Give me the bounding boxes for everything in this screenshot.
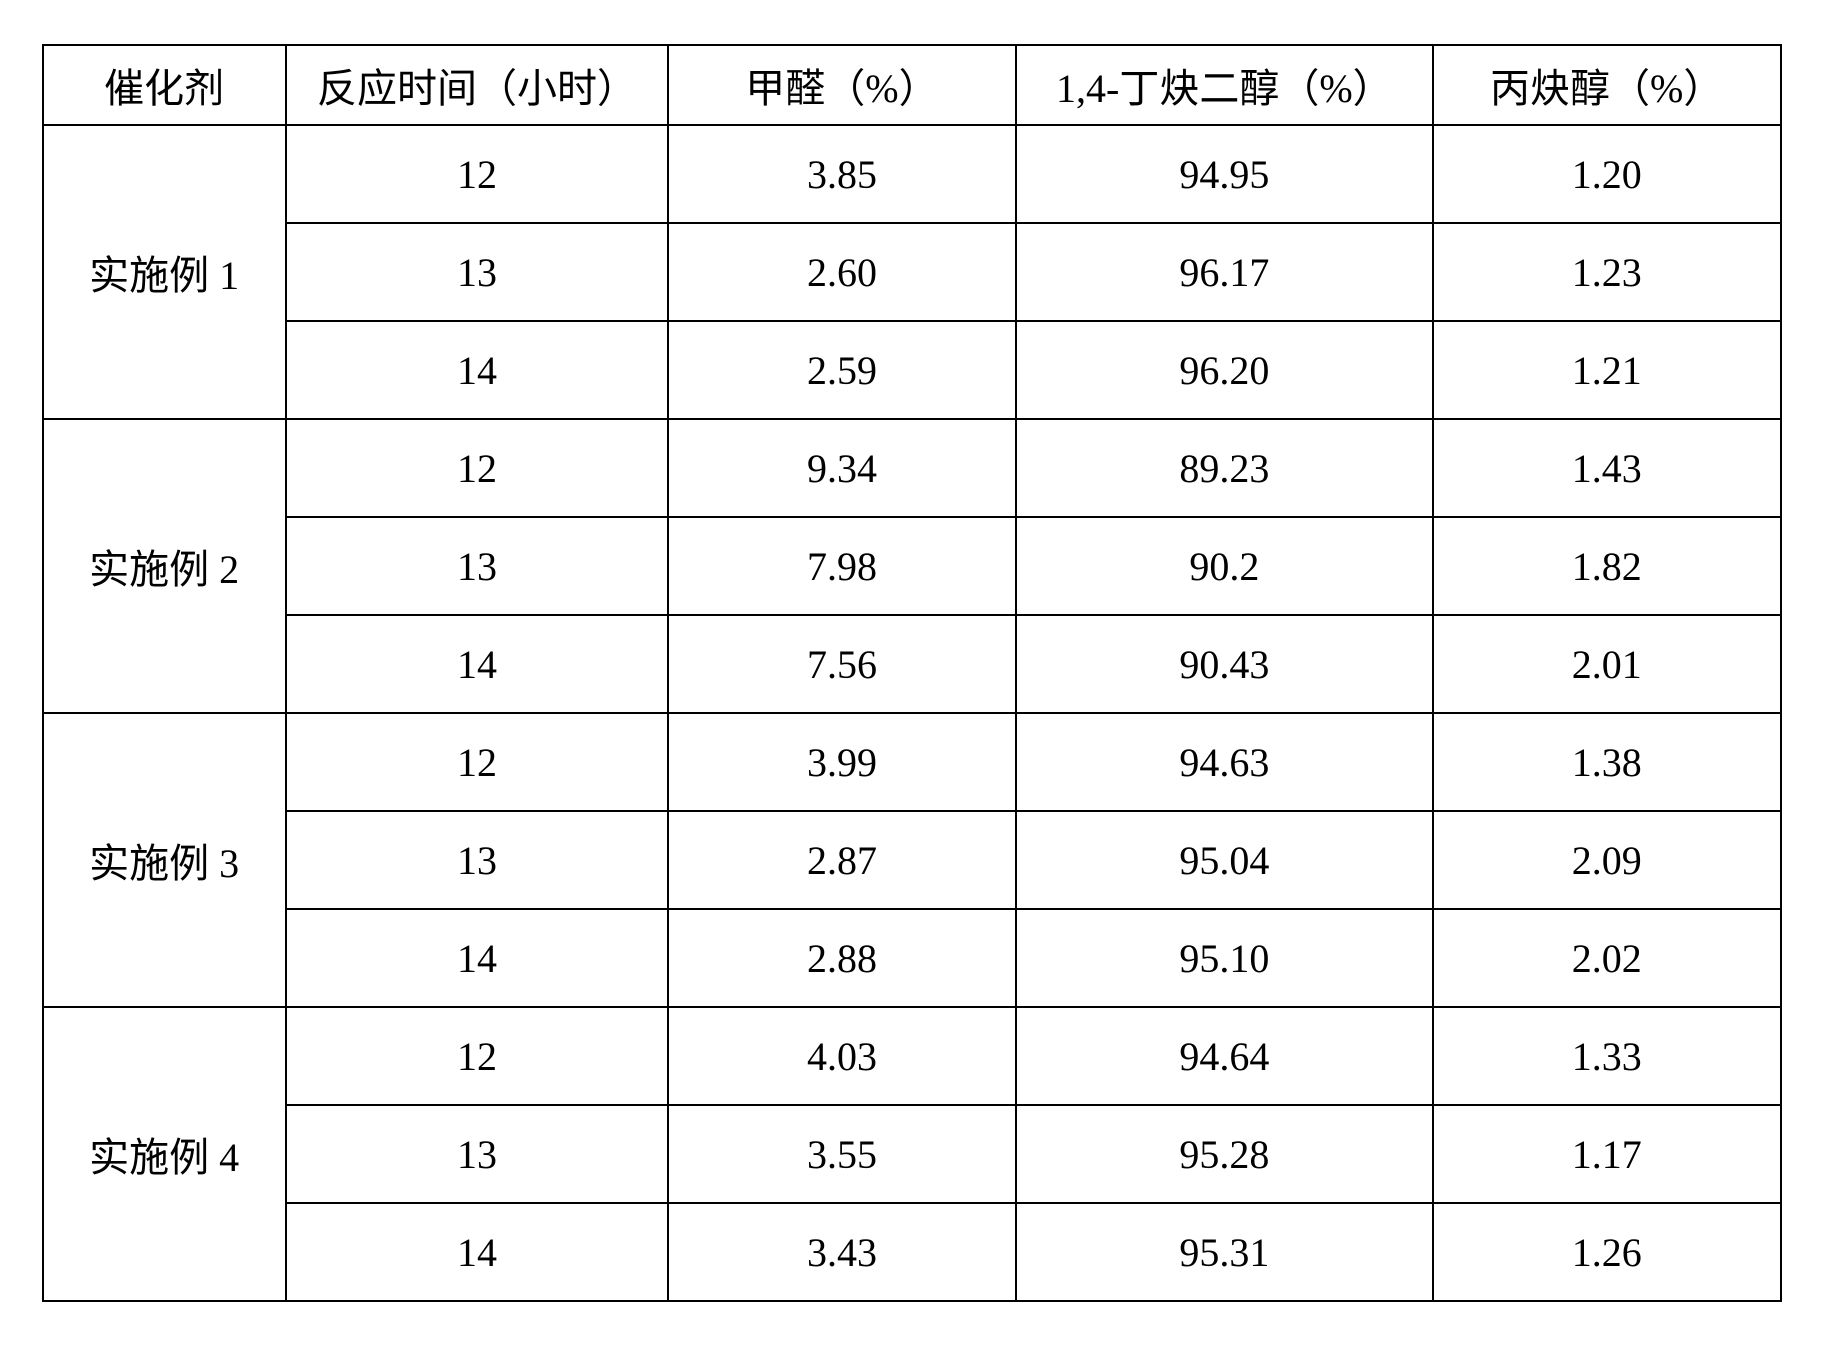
cell-time: 13 [286,517,668,615]
catalyst-results-table: 催化剂 反应时间（小时） 甲醛（%） 1,4-丁炔二醇（%） 丙炔醇（%） 实施… [42,44,1782,1302]
table-row: 13 2.60 96.17 1.23 [43,223,1781,321]
group-label-cell: 实施例 4 [43,1007,286,1301]
cell-bdo: 90.2 [1016,517,1433,615]
cell-time: 12 [286,713,668,811]
cell-bdo: 94.64 [1016,1007,1433,1105]
cell-time: 13 [286,223,668,321]
cell-bdo: 96.20 [1016,321,1433,419]
table-row: 14 7.56 90.43 2.01 [43,615,1781,713]
cell-hcho: 7.56 [668,615,1016,713]
cell-time: 13 [286,1105,668,1203]
col-header-formaldehyde: 甲醛（%） [668,45,1016,125]
cell-bdo: 95.10 [1016,909,1433,1007]
cell-hcho: 2.88 [668,909,1016,1007]
cell-pa: 1.23 [1433,223,1781,321]
cell-hcho: 2.60 [668,223,1016,321]
table-row: 13 3.55 95.28 1.17 [43,1105,1781,1203]
cell-time: 13 [286,811,668,909]
col-header-butynediol: 1,4-丁炔二醇（%） [1016,45,1433,125]
cell-hcho: 3.99 [668,713,1016,811]
cell-time: 14 [286,1203,668,1301]
table-row: 实施例 3 12 3.99 94.63 1.38 [43,713,1781,811]
cell-hcho: 3.43 [668,1203,1016,1301]
cell-pa: 1.17 [1433,1105,1781,1203]
table-row: 14 3.43 95.31 1.26 [43,1203,1781,1301]
cell-pa: 1.33 [1433,1007,1781,1105]
cell-bdo: 94.63 [1016,713,1433,811]
table-row: 实施例 2 12 9.34 89.23 1.43 [43,419,1781,517]
cell-hcho: 2.59 [668,321,1016,419]
col-header-catalyst: 催化剂 [43,45,286,125]
cell-pa: 1.21 [1433,321,1781,419]
table-row: 13 2.87 95.04 2.09 [43,811,1781,909]
cell-pa: 1.20 [1433,125,1781,223]
table-row: 14 2.88 95.10 2.02 [43,909,1781,1007]
cell-bdo: 95.28 [1016,1105,1433,1203]
cell-pa: 1.82 [1433,517,1781,615]
col-header-reaction-time: 反应时间（小时） [286,45,668,125]
cell-hcho: 4.03 [668,1007,1016,1105]
cell-pa: 2.09 [1433,811,1781,909]
cell-pa: 1.43 [1433,419,1781,517]
cell-hcho: 9.34 [668,419,1016,517]
cell-time: 12 [286,419,668,517]
table-row: 实施例 1 12 3.85 94.95 1.20 [43,125,1781,223]
cell-time: 14 [286,615,668,713]
cell-time: 14 [286,909,668,1007]
table-row: 14 2.59 96.20 1.21 [43,321,1781,419]
cell-hcho: 2.87 [668,811,1016,909]
cell-pa: 1.38 [1433,713,1781,811]
table-header-row: 催化剂 反应时间（小时） 甲醛（%） 1,4-丁炔二醇（%） 丙炔醇（%） [43,45,1781,125]
cell-bdo: 95.31 [1016,1203,1433,1301]
col-header-propargyl: 丙炔醇（%） [1433,45,1781,125]
cell-hcho: 7.98 [668,517,1016,615]
cell-hcho: 3.85 [668,125,1016,223]
cell-pa: 2.01 [1433,615,1781,713]
cell-bdo: 94.95 [1016,125,1433,223]
cell-time: 14 [286,321,668,419]
cell-pa: 2.02 [1433,909,1781,1007]
cell-bdo: 95.04 [1016,811,1433,909]
cell-bdo: 90.43 [1016,615,1433,713]
cell-bdo: 89.23 [1016,419,1433,517]
table-row: 13 7.98 90.2 1.82 [43,517,1781,615]
cell-hcho: 3.55 [668,1105,1016,1203]
table-container: 催化剂 反应时间（小时） 甲醛（%） 1,4-丁炔二醇（%） 丙炔醇（%） 实施… [42,44,1782,1302]
cell-pa: 1.26 [1433,1203,1781,1301]
cell-time: 12 [286,125,668,223]
cell-bdo: 96.17 [1016,223,1433,321]
group-label-cell: 实施例 2 [43,419,286,713]
group-label-cell: 实施例 1 [43,125,286,419]
group-label-cell: 实施例 3 [43,713,286,1007]
table-row: 实施例 4 12 4.03 94.64 1.33 [43,1007,1781,1105]
cell-time: 12 [286,1007,668,1105]
